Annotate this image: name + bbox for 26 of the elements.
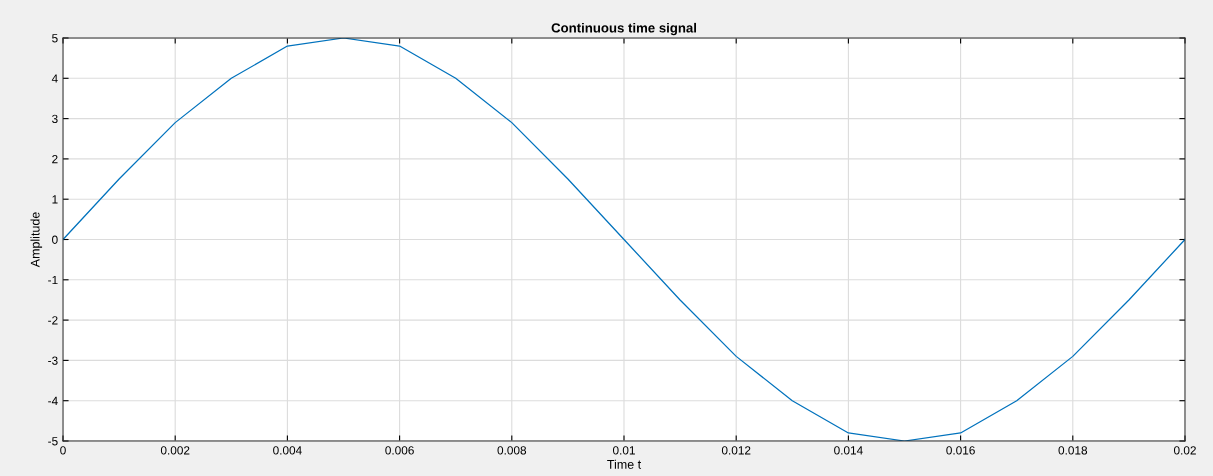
y-tick-label: 2 bbox=[52, 154, 58, 164]
y-tick-label: -3 bbox=[48, 356, 58, 365]
x-axis-title: Time t bbox=[607, 459, 642, 469]
x-tick-label: 0.006 bbox=[385, 446, 414, 455]
x-tick-label: 0.018 bbox=[1058, 446, 1088, 455]
x-tick-label: 0 bbox=[60, 446, 66, 455]
chart-title: Continuous time signal bbox=[551, 22, 697, 36]
x-tick-label: 0.012 bbox=[721, 446, 751, 455]
y-tick-label: 4 bbox=[51, 74, 58, 83]
x-tick-label: 0.02 bbox=[1173, 446, 1196, 455]
line-series bbox=[63, 38, 1185, 441]
y-tick-label: -2 bbox=[48, 316, 58, 325]
y-tick-label: 3 bbox=[52, 114, 58, 123]
y-tick-label: -1 bbox=[48, 275, 58, 285]
y-tick-label: -5 bbox=[48, 437, 58, 446]
x-tick-label: 0.016 bbox=[946, 446, 975, 455]
y-tick-label: 1 bbox=[52, 195, 58, 204]
y-tick-label: 0 bbox=[52, 235, 58, 244]
y-tick-label: 5 bbox=[52, 34, 58, 43]
y-tick-label: -4 bbox=[48, 396, 58, 405]
x-tick-label: 0.004 bbox=[273, 446, 302, 455]
x-tick-label: 0.01 bbox=[612, 446, 635, 455]
x-tick-label: 0.008 bbox=[497, 446, 527, 455]
y-axis-title: Amplitude bbox=[30, 212, 43, 268]
x-tick-label: 0.002 bbox=[160, 446, 190, 455]
x-tick-label: 0.014 bbox=[834, 446, 863, 455]
